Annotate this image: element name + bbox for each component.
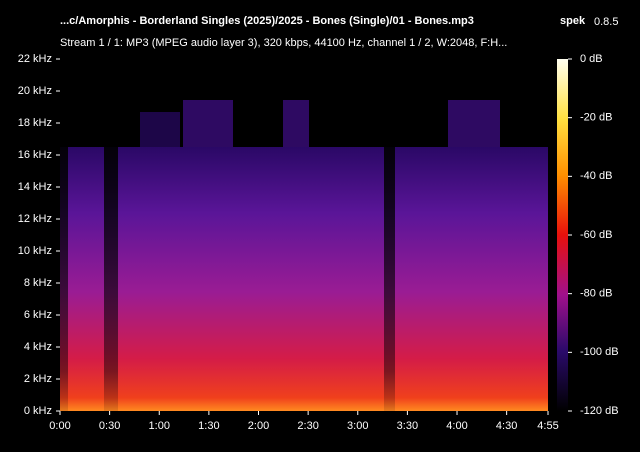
y-tick-label: 10 kHz <box>18 245 52 257</box>
x-tick-label: 3:30 <box>397 420 418 432</box>
colorbar-tick-label: -120 dB <box>580 405 619 417</box>
x-tick-label: 0:30 <box>99 420 120 432</box>
colorbar-tick-label: -60 dB <box>580 229 612 241</box>
colorbar-tick-label: 0 dB <box>580 53 603 65</box>
spectrogram <box>60 59 568 411</box>
x-tick-label: 3:00 <box>347 420 368 432</box>
x-tick-label: 2:30 <box>297 420 318 432</box>
spectrogram-energy <box>60 147 548 411</box>
x-tick-label: 4:30 <box>496 420 517 432</box>
y-tick-label: 12 kHz <box>18 213 52 225</box>
app-version: 0.8.5 <box>594 16 618 28</box>
color-bar <box>557 59 568 411</box>
x-tick-label: 1:00 <box>149 420 170 432</box>
colorbar-tick-label: -80 dB <box>580 288 612 300</box>
spectrogram-peak <box>283 100 309 147</box>
colorbar-tick-label: -40 dB <box>580 170 612 182</box>
y-tick-label: 16 kHz <box>18 149 52 161</box>
x-tick-label: 4:55 <box>537 420 558 432</box>
x-tick-label: 1:30 <box>198 420 219 432</box>
spectrogram-peak <box>448 100 500 147</box>
quiet-strip <box>60 147 68 411</box>
spectrogram-peak <box>183 100 233 147</box>
y-tick-label: 8 kHz <box>24 277 52 289</box>
y-tick-label: 2 kHz <box>24 373 52 385</box>
file-title: ...c/Amorphis - Borderland Singles (2025… <box>60 15 474 27</box>
y-tick-label: 18 kHz <box>18 117 52 129</box>
stream-info: Stream 1 / 1: MP3 (MPEG audio layer 3), … <box>60 37 507 49</box>
colorbar-tick-label: -20 dB <box>580 112 612 124</box>
y-tick-label: 22 kHz <box>18 53 52 65</box>
app-name: spek <box>560 15 586 27</box>
y-tick-label: 6 kHz <box>24 309 52 321</box>
y-tick-label: 0 kHz <box>24 405 52 417</box>
quiet-strip <box>104 147 118 411</box>
quiet-strip <box>384 147 395 411</box>
x-tick-label: 2:00 <box>248 420 269 432</box>
y-tick-label: 14 kHz <box>18 181 52 193</box>
x-tick-label: 4:00 <box>446 420 467 432</box>
y-tick-label: 4 kHz <box>24 341 52 353</box>
x-tick-label: 0:00 <box>49 420 70 432</box>
colorbar-tick-label: -100 dB <box>580 346 619 358</box>
spectrogram-peak <box>140 112 180 147</box>
y-tick-label: 20 kHz <box>18 85 52 97</box>
